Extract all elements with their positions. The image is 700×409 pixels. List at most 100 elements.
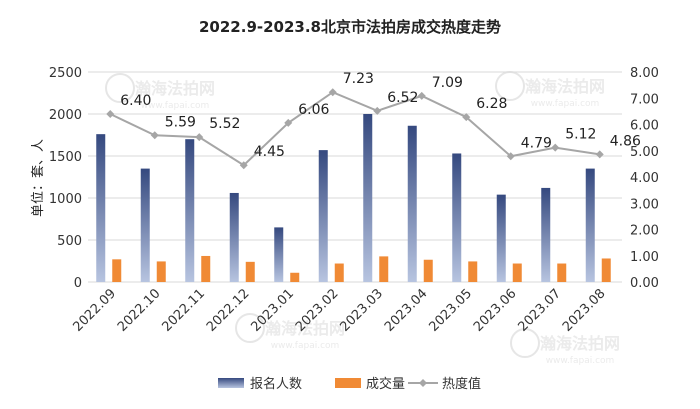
- bar-deals: [557, 263, 567, 282]
- watermark-text: 瀚海法拍网: [539, 334, 620, 353]
- y-left-tick-label: 500: [57, 234, 82, 249]
- x-tick-label: 2023.06: [471, 286, 520, 335]
- bar-signups: [274, 227, 284, 282]
- line-heat: [109, 91, 600, 167]
- y-right-tick-label: 0.00: [630, 276, 659, 291]
- chart-title: 2022.9-2023.8北京市法拍房成交热度走势: [199, 18, 501, 36]
- watermark-logo-icon: [510, 328, 540, 358]
- bar-deals: [468, 261, 478, 282]
- legend-label-deals: 成交量: [366, 376, 405, 392]
- x-tick-label: 2023.03: [337, 286, 386, 335]
- line-data-label: 5.52: [209, 116, 240, 132]
- line-data-label: 6.40: [120, 93, 151, 109]
- y-left-tick-label: 2500: [49, 66, 82, 81]
- x-tick-label: 2022.09: [70, 286, 119, 335]
- bar-signups: [585, 168, 595, 282]
- line-point-marker: [328, 88, 337, 97]
- x-tick-label: 2023.04: [382, 286, 431, 335]
- bar-signups: [185, 139, 195, 282]
- line-point-marker: [595, 150, 604, 159]
- line-point-marker: [417, 91, 426, 100]
- bar-signups: [541, 187, 551, 282]
- bar-deals: [423, 259, 433, 282]
- watermark-url: www.fapai.com: [141, 101, 210, 111]
- line-data-label: 7.23: [343, 71, 374, 87]
- watermark-text: 瀚海法拍网: [134, 79, 215, 98]
- line-data-label: 6.28: [476, 96, 507, 112]
- bar-signups: [96, 134, 106, 282]
- x-tick-label: 2023.05: [426, 286, 475, 335]
- y-right-tick-label: 5.00: [630, 145, 659, 160]
- bar-deals: [245, 261, 255, 282]
- y-left-tick-label: 1500: [49, 150, 82, 165]
- line-data-label: 5.59: [165, 114, 196, 130]
- bar-deals: [156, 261, 166, 282]
- bar-signups: [452, 153, 462, 282]
- y-axis-left-label: 单位：套、人: [30, 139, 46, 217]
- legend-swatch-deals: [335, 378, 361, 388]
- bar-deals: [601, 258, 611, 282]
- watermark-logo-icon: [105, 73, 135, 103]
- legend: 报名人数 成交量 热度值: [218, 376, 481, 392]
- x-tick-label: 2023.07: [515, 286, 564, 335]
- line-series-layer: 6.40 5.59 5.52 4.45 6.06 7.23 6.52 7.09 6.28 4.79…: [106, 71, 641, 170]
- line-data-label: 4.79: [521, 135, 552, 151]
- bar-series-layer: [96, 114, 611, 282]
- line-data-label: 4.45: [254, 144, 285, 160]
- bar-signups: [318, 150, 328, 282]
- y-right-tick-label: 7.00: [630, 92, 659, 107]
- bar-deals: [112, 259, 122, 282]
- line-point-marker: [462, 113, 471, 122]
- bar-signups: [363, 114, 373, 282]
- line-point-marker: [239, 161, 248, 170]
- bar-deals: [512, 263, 522, 282]
- line-data-label: 6.06: [298, 102, 329, 118]
- watermark-url: www.fapai.com: [546, 356, 615, 366]
- line-point-marker: [150, 131, 159, 140]
- bar-signups: [140, 168, 150, 282]
- x-tick-label: 2022.10: [115, 286, 164, 335]
- grid-lines: [88, 71, 622, 283]
- y-right-tick-label: 2.00: [630, 224, 659, 239]
- bar-deals: [379, 256, 389, 282]
- legend-swatch-signups: [218, 378, 244, 388]
- bar-signups: [229, 192, 239, 282]
- line-point-marker: [106, 110, 115, 118]
- legend-marker-heat: [419, 379, 427, 387]
- line-data-label: 7.09: [432, 75, 463, 91]
- line-data-label: 5.12: [565, 127, 596, 143]
- legend-label-signups: 报名人数: [250, 376, 302, 392]
- y-right-tick-label: 4.00: [630, 171, 659, 186]
- watermark-text: 瀚海法拍网: [524, 77, 605, 96]
- line-point-marker: [506, 152, 515, 161]
- x-tick-label: 2022.11: [159, 286, 208, 335]
- line-data-label: 6.52: [387, 90, 418, 106]
- y-right-tick-label: 3.00: [630, 197, 659, 212]
- y-right-tick-label: 8.00: [630, 66, 659, 81]
- watermark-url: www.fapai.com: [271, 341, 340, 351]
- bar-deals: [201, 255, 211, 282]
- line-point-marker: [284, 118, 293, 127]
- legend-label-heat: 热度值: [442, 376, 481, 392]
- bar-signups: [407, 125, 417, 282]
- watermark-logo-icon: [235, 313, 265, 343]
- line-point-marker: [195, 133, 204, 142]
- bar-deals: [290, 272, 300, 282]
- watermark-url: www.fapai.com: [531, 99, 600, 109]
- watermark-layer: 瀚海法拍网 www.fapai.com 瀚海法拍网 www.fapai.com 瀚海法拍…: [105, 71, 620, 366]
- y-left-tick-label: 0: [74, 276, 82, 291]
- line-point-marker: [551, 143, 560, 152]
- y-left-tick-label: 2000: [49, 108, 82, 123]
- bar-signups: [496, 194, 506, 282]
- watermark-text: 瀚海法拍网: [264, 319, 345, 338]
- x-tick-label: 2022.12: [204, 286, 253, 335]
- y-right-tick-label: 6.00: [630, 119, 659, 134]
- line-point-marker: [373, 106, 382, 115]
- line-data-label: 4.86: [610, 133, 641, 149]
- y-right-tick-label: 1.00: [630, 250, 659, 265]
- y-left-tick-label: 1000: [49, 192, 82, 207]
- x-tick-label: 2023.08: [560, 286, 609, 335]
- bar-deals: [334, 263, 344, 282]
